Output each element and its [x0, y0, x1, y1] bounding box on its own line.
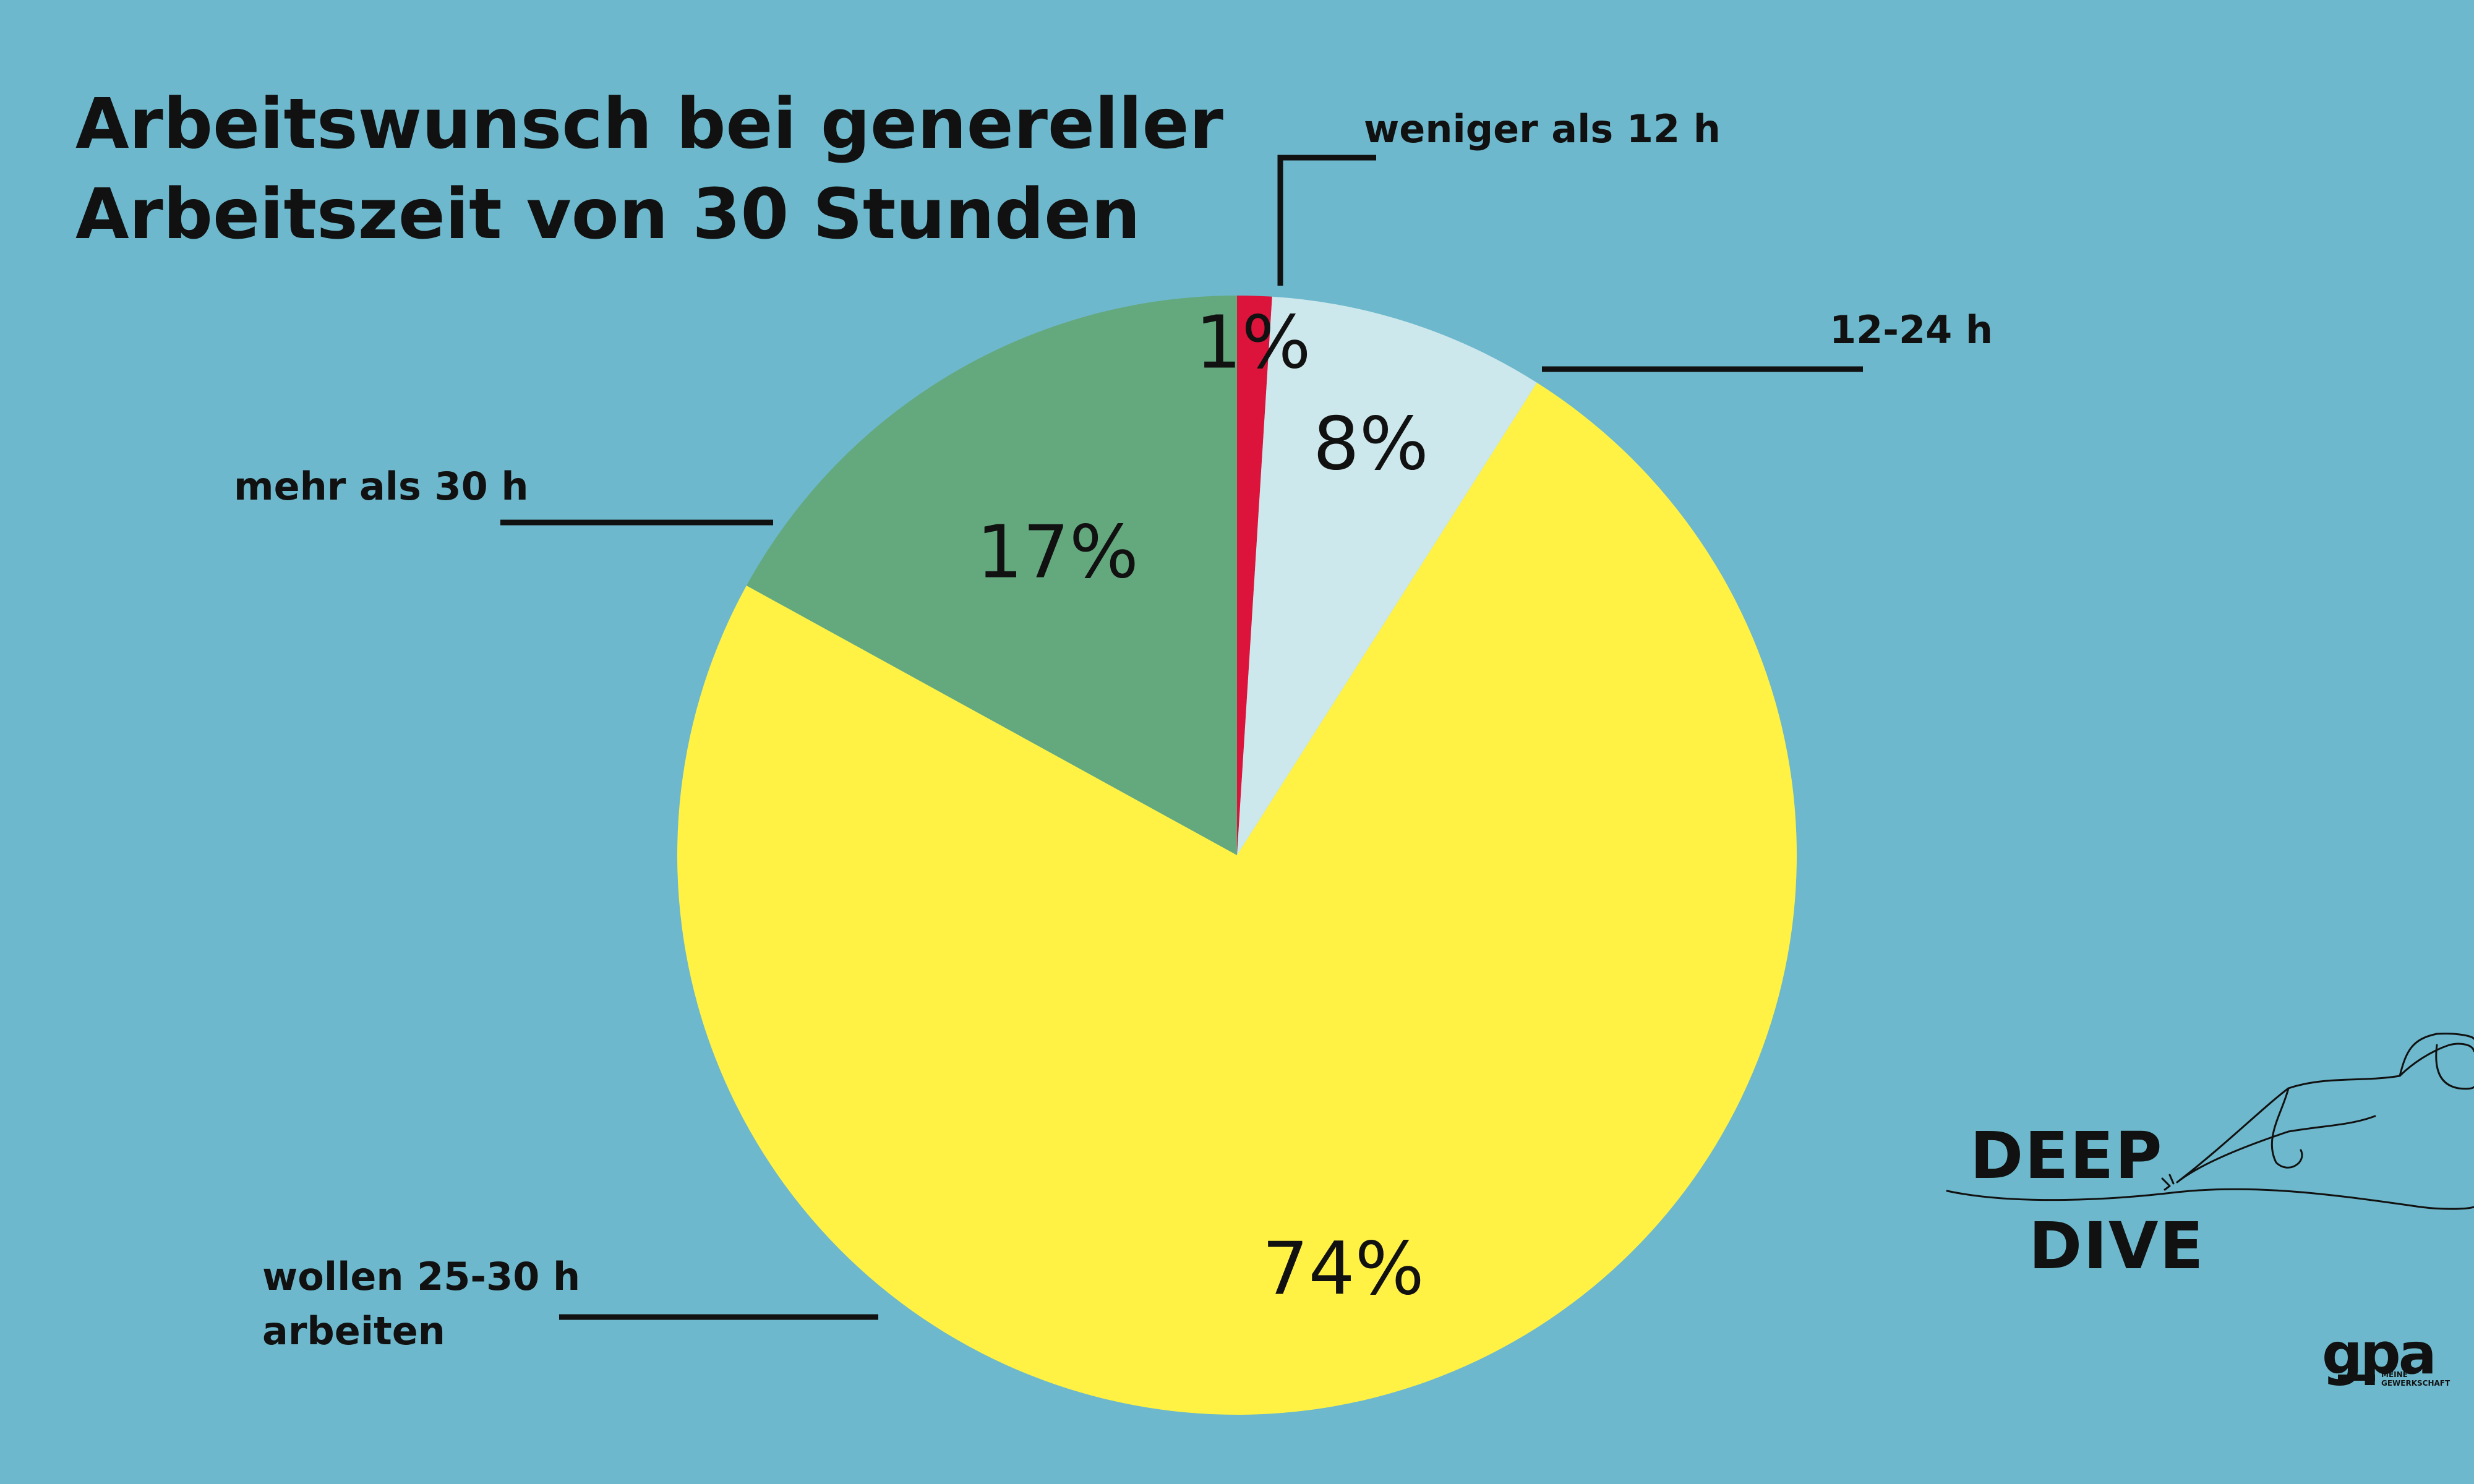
- gpa-logo-subtitle-line1: MEINE: [2381, 1370, 2408, 1379]
- chart-title-line1: Arbeitswunsch bei genereller: [75, 84, 1223, 164]
- pie-percent-label-3: 17%: [977, 509, 1139, 594]
- pie-slice-0: [1237, 296, 1272, 855]
- hand-illustration: [1946, 1033, 2474, 1210]
- category-label-wollen-line2: arbeiten: [262, 1308, 445, 1354]
- pie-slice-2: [677, 382, 1797, 1415]
- pie-percent-label-2: 74%: [1262, 1226, 1424, 1311]
- pie-percent-label-1: 8%: [1313, 401, 1429, 486]
- leader-line-weniger: [1277, 155, 1376, 286]
- pie-percent-labels: 1%8% 74% 17%: [977, 299, 1429, 1311]
- category-label-12-24: 12-24 h: [1830, 307, 1993, 352]
- pie-slice-1: [1237, 296, 1537, 856]
- pie-slices: [677, 296, 1797, 1415]
- gpa-logo-subtitle: MEINE GEWERKSCHAFT: [2381, 1370, 2450, 1388]
- category-label-mehr: mehr als 30 h: [234, 464, 529, 509]
- gpa-logo-subtitle-line2: GEWERKSCHAFT: [2381, 1379, 2450, 1388]
- deep-dive-logo-deep: DEEP: [1970, 1118, 2164, 1193]
- gpa-logo: gpa: [2322, 1321, 2437, 1387]
- pie-slice-3: [746, 296, 1237, 855]
- leader-lines: [500, 155, 1863, 1320]
- chart-title: Arbeitswunsch bei genereller Arbeitszeit…: [75, 79, 1223, 260]
- deep-dive-logo-dive: DIVE: [2029, 1208, 2205, 1284]
- pie-percent-label-0: 1%: [1195, 299, 1311, 385]
- category-label-wollen-line1: wollen 25-30 h: [262, 1254, 580, 1299]
- chart-title-line2: Arbeitszeit von 30 Stunden: [75, 174, 1141, 255]
- category-label-weniger: weniger als 12 h: [1364, 106, 1721, 151]
